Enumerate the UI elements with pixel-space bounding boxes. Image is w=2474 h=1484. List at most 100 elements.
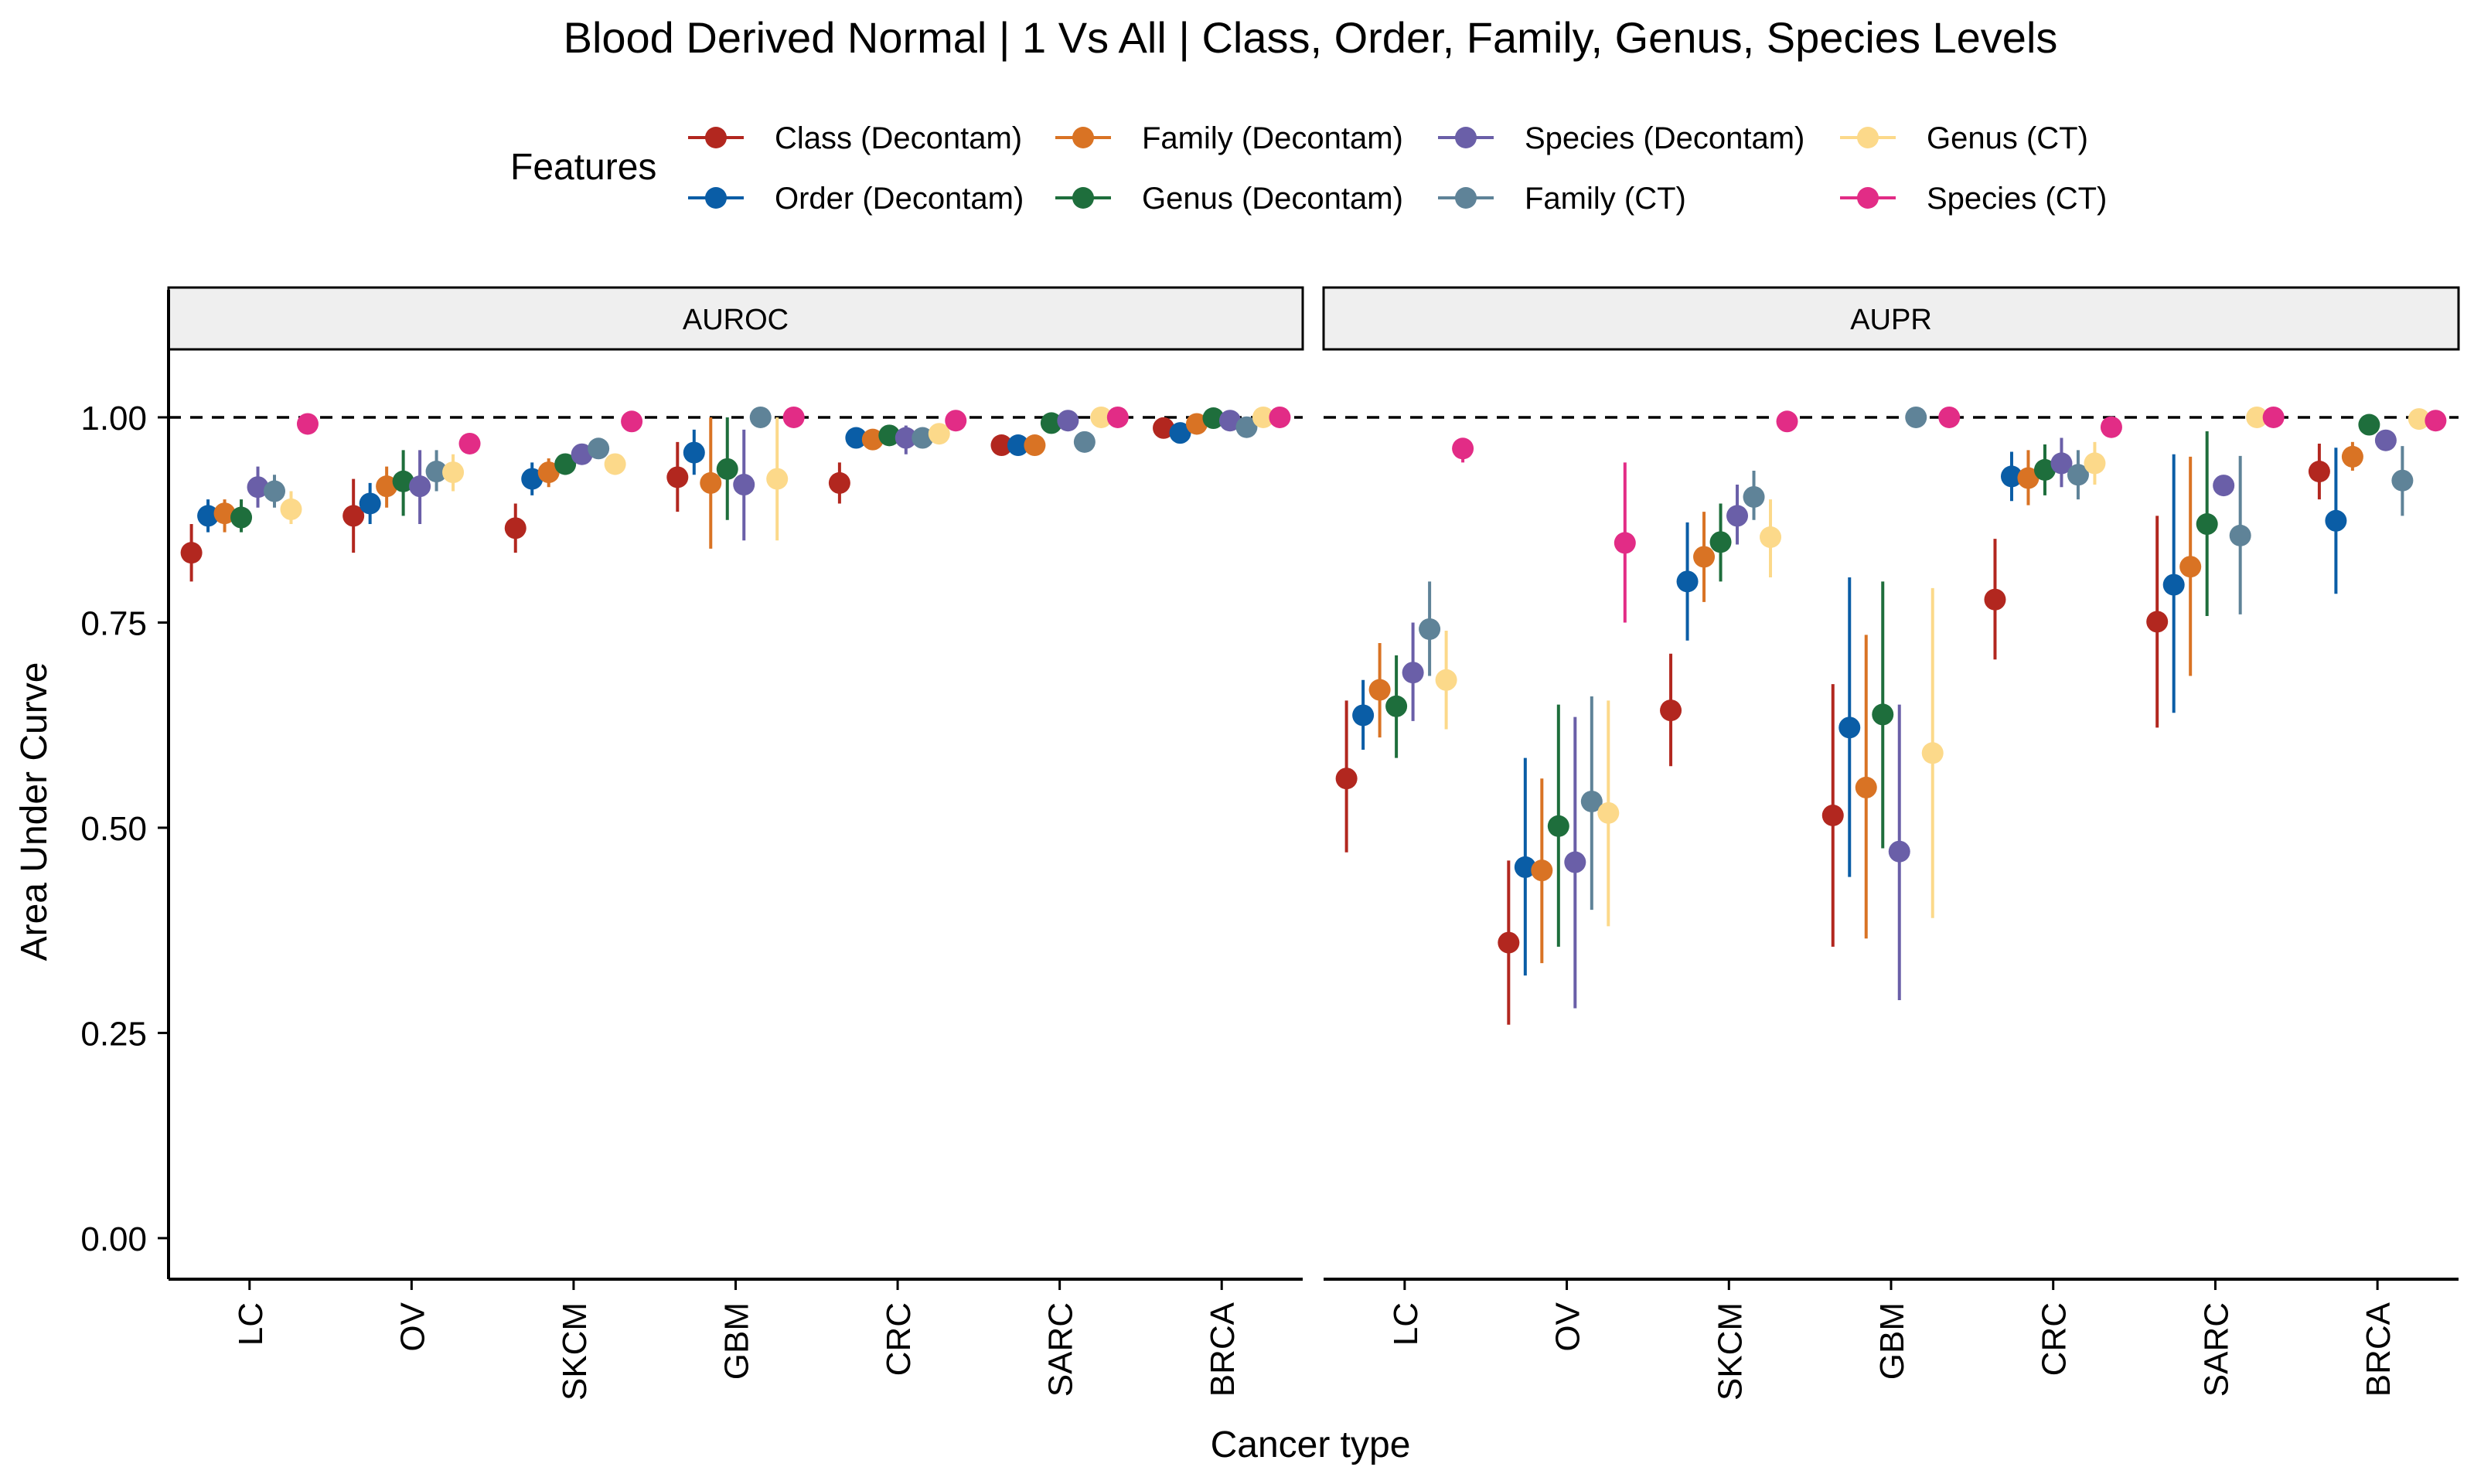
point-marker xyxy=(2100,416,2122,438)
point-marker xyxy=(1235,416,1258,438)
point-marker xyxy=(1614,532,1636,554)
x-tick-label: CRC xyxy=(880,1302,918,1376)
point-marker xyxy=(1185,413,1208,435)
point-species-ct xyxy=(945,410,967,432)
x-tick-label: SARC xyxy=(2197,1302,2235,1397)
point-genus-ct xyxy=(2408,408,2430,431)
point-family-ct xyxy=(2391,446,2414,516)
group-lc xyxy=(1335,437,1474,853)
point-marker xyxy=(2146,611,2169,633)
point-species-ct xyxy=(2100,416,2122,438)
point-marker xyxy=(1269,406,1291,428)
x-tick-label: SKCM xyxy=(556,1302,594,1401)
point-species-decontam xyxy=(895,425,917,454)
point-genus-ct xyxy=(442,454,465,492)
point-species-ct xyxy=(1614,462,1636,623)
point-genus-ct xyxy=(766,417,789,541)
point-order-decontam xyxy=(1838,577,1861,877)
point-marker xyxy=(1905,406,1927,428)
point-class-decontam xyxy=(2308,443,2330,500)
point-marker xyxy=(1514,856,1536,878)
point-species-ct xyxy=(2262,406,2285,428)
point-marker xyxy=(1007,434,1029,457)
point-class-decontam xyxy=(1660,653,1682,767)
point-genus-ct xyxy=(1435,631,1457,730)
point-genus-ct xyxy=(2246,406,2268,428)
legend-item-species-decontam: Species (Decontam) xyxy=(1438,121,1804,155)
point-marker xyxy=(554,453,577,475)
point-marker xyxy=(1597,802,1620,824)
point-marker xyxy=(1693,546,1716,568)
point-marker xyxy=(2179,556,2202,578)
point-family-decontam xyxy=(1855,635,1877,939)
legend-label: Order (Decontam) xyxy=(775,182,1024,216)
point-family-ct xyxy=(2067,450,2089,500)
point-marker xyxy=(1660,699,1682,722)
point-marker xyxy=(588,437,610,460)
group-ov xyxy=(342,432,481,553)
point-species-decontam xyxy=(1057,410,1079,432)
x-tick-label: CRC xyxy=(2036,1302,2074,1376)
point-family-decontam xyxy=(2179,456,2202,676)
point-genus-decontam xyxy=(2033,444,2056,495)
point-marker xyxy=(458,432,481,454)
point-marker xyxy=(861,428,884,451)
point-family-ct xyxy=(1580,696,1603,910)
point-genus-ct xyxy=(928,423,950,445)
point-marker xyxy=(1564,851,1586,873)
panel-strip-label: AUPR xyxy=(1850,304,1932,336)
point-marker xyxy=(1498,931,1520,954)
point-class-decontam xyxy=(1984,539,2006,660)
point-marker xyxy=(733,474,755,496)
point-marker xyxy=(621,410,643,433)
panel-strip-label: AUROC xyxy=(683,304,789,336)
point-marker xyxy=(392,470,414,492)
x-tick-label: SKCM xyxy=(1711,1302,1749,1401)
point-marker xyxy=(2017,467,2040,489)
point-marker xyxy=(2084,452,2106,475)
x-axis: LC OV SKCM GBM CRC SARC BRCA LC OV SKCM GBM CRC SARC… xyxy=(232,1279,2397,1401)
point-marker xyxy=(1040,412,1062,434)
point-marker xyxy=(1368,679,1391,701)
point-marker xyxy=(537,461,560,484)
point-marker xyxy=(247,476,269,499)
point-marker xyxy=(1726,505,1749,527)
point-marker xyxy=(1073,431,1096,453)
group-sarc xyxy=(2146,406,2285,728)
point-marker xyxy=(2391,469,2414,492)
y-axis: 0.00 0.25 0.50 0.75 1.00 xyxy=(80,290,170,1279)
legend-item-order-decontam: Order (Decontam) xyxy=(688,182,1024,216)
point-marker xyxy=(716,458,738,480)
legend-key-dot xyxy=(705,187,727,209)
legend-key-dot xyxy=(705,127,727,148)
point-marker xyxy=(1402,662,1424,684)
point-marker xyxy=(1419,618,1441,640)
y-tick-label: 0.50 xyxy=(80,810,147,848)
point-family-decontam xyxy=(1531,778,1553,964)
point-marker xyxy=(376,475,398,498)
point-species-ct xyxy=(1938,406,1961,428)
point-family-decontam xyxy=(376,466,398,508)
point-class-decontam xyxy=(1821,684,1844,947)
point-marker xyxy=(2425,410,2447,432)
point-marker xyxy=(1821,805,1844,826)
x-tick-label: SARC xyxy=(1042,1302,1080,1397)
point-marker xyxy=(895,427,917,449)
point-family-decontam xyxy=(537,458,560,488)
point-marker xyxy=(264,480,286,502)
point-marker xyxy=(1838,716,1861,739)
group-brca xyxy=(1153,406,1291,444)
x-tick-label: OV xyxy=(1549,1302,1587,1351)
point-genus-ct xyxy=(280,491,302,525)
point-genus-ct xyxy=(1090,406,1113,428)
point-marker xyxy=(197,505,220,527)
point-family-ct xyxy=(1743,470,1765,520)
point-marker xyxy=(604,453,626,475)
point-class-decontam xyxy=(1498,860,1520,1025)
legend-key-dot xyxy=(1857,187,1879,209)
point-family-decontam xyxy=(213,499,236,533)
legend-key-dot xyxy=(1455,127,1477,148)
point-genus-ct xyxy=(1597,700,1620,927)
point-marker xyxy=(1057,410,1079,432)
point-marker xyxy=(2000,465,2022,488)
